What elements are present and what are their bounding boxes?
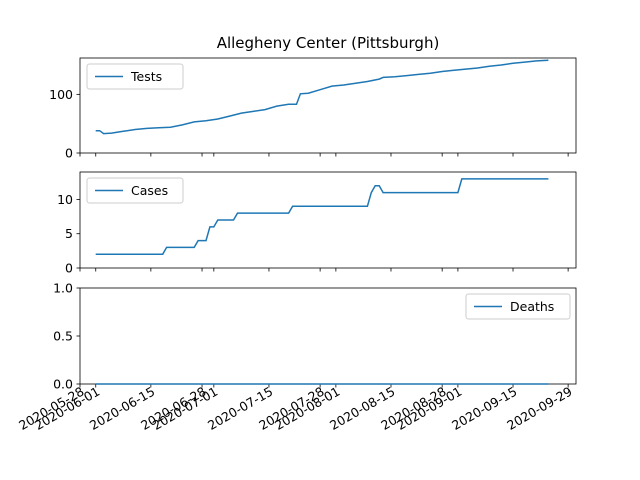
y-tick-label: 0.5 bbox=[53, 329, 73, 344]
y-tick-label: 0 bbox=[65, 146, 73, 161]
y-tick-label: 10 bbox=[57, 192, 73, 207]
legend-label: Deaths bbox=[510, 299, 554, 314]
y-tick-label: 100 bbox=[49, 87, 73, 102]
panel-tests: 0 100 Tests bbox=[49, 57, 577, 161]
legend: Deaths bbox=[465, 293, 571, 320]
y-tick-label: 1.0 bbox=[53, 281, 73, 296]
panel-cases: 0 5 10 Cases bbox=[57, 171, 577, 276]
legend-label: Cases bbox=[131, 183, 168, 198]
y-tick-label: 5 bbox=[65, 226, 73, 241]
axes-frame bbox=[79, 171, 577, 269]
legend: Tests bbox=[86, 63, 184, 90]
legend-box bbox=[86, 177, 184, 204]
axes-frame bbox=[79, 57, 577, 154]
panels: 0100Tests0510Cases0.00.51.0Deaths2020-05… bbox=[16, 57, 577, 433]
panel-deaths: 0.0 0.5 1.0 Deaths bbox=[53, 281, 577, 392]
legend-label: Tests bbox=[130, 69, 162, 84]
legend-box bbox=[465, 293, 571, 320]
y-tick-label: 0.0 bbox=[53, 377, 73, 392]
y-tick-label: 0 bbox=[65, 261, 73, 276]
legend-box bbox=[86, 63, 184, 90]
legend: Cases bbox=[86, 177, 184, 204]
chart-title: Allegheny Center (Pittsburgh) bbox=[217, 34, 440, 52]
